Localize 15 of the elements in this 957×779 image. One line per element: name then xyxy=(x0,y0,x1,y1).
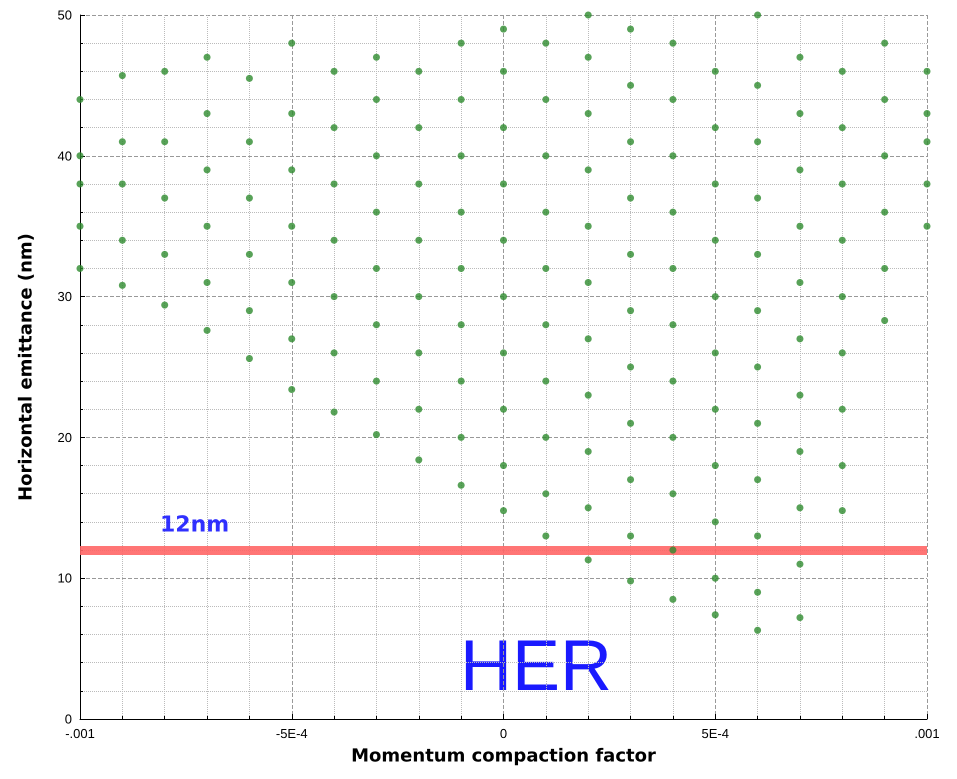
x-tick-label: -5E-4 xyxy=(276,726,308,741)
x-tick-label: 0 xyxy=(500,726,508,741)
y-tick-label: 20 xyxy=(58,430,72,445)
ref-line-label: 12nm xyxy=(160,512,230,538)
x-tick-label: -.001 xyxy=(65,726,95,741)
y-axis-title: Horizontal emittance (nm) xyxy=(16,233,36,501)
x-tick-label: 5E-4 xyxy=(702,726,729,741)
y-tick-label: 50 xyxy=(58,8,72,22)
y-tick-label: 30 xyxy=(58,289,72,304)
x-axis-title: Momentum compaction factor xyxy=(351,746,656,766)
y-tick-label: 0 xyxy=(64,712,72,726)
y-tick-label: 40 xyxy=(58,148,72,164)
annotation: HER xyxy=(460,626,612,706)
y-tick-label: 10 xyxy=(58,570,72,586)
x-tick-label: .001 xyxy=(914,726,940,741)
